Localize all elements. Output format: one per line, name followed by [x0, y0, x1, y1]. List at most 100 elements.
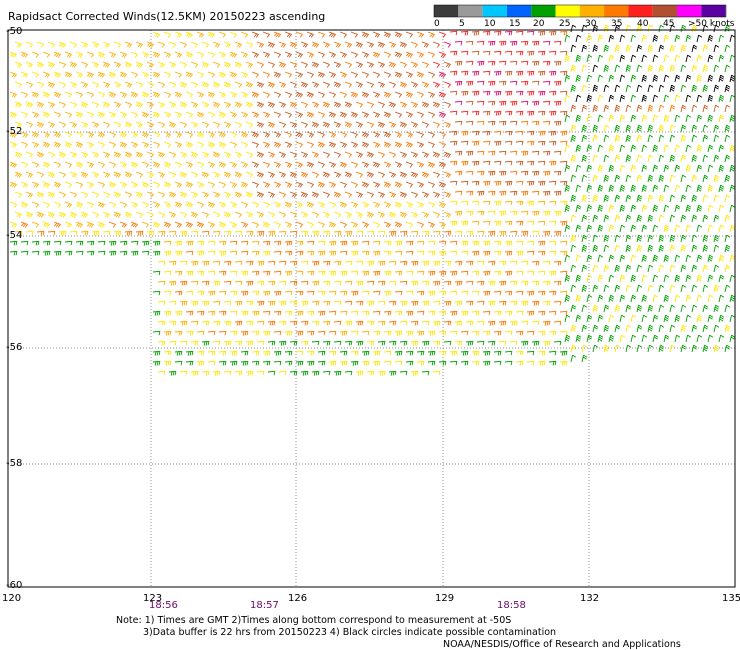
wind-barb	[702, 234, 709, 243]
wind-barb	[157, 191, 165, 198]
wind-barb	[399, 340, 408, 346]
wind-barb	[658, 214, 665, 223]
wind-barb	[487, 230, 496, 236]
wind-barb	[75, 141, 83, 148]
wind-barb	[174, 290, 183, 296]
wind-barb	[394, 161, 402, 168]
wind-barb	[174, 330, 183, 336]
wind-barb	[229, 91, 237, 98]
wind-barb	[113, 151, 121, 158]
wind-barb	[377, 191, 385, 198]
wind-barb	[185, 51, 193, 58]
wind-barb	[223, 121, 231, 128]
wind-barb	[465, 150, 474, 156]
wind-barb	[713, 234, 720, 243]
wind-barb	[229, 31, 237, 38]
wind-barb	[328, 350, 337, 356]
wind-barb	[570, 104, 577, 113]
lat-label-58: -58	[6, 458, 23, 469]
wind-barb	[729, 224, 736, 233]
wind-barb	[47, 211, 55, 218]
wind-barb	[174, 131, 182, 138]
wind-barb	[405, 111, 413, 118]
wind-barb	[119, 250, 128, 256]
wind-barb	[669, 264, 676, 273]
wind-barb	[300, 211, 308, 218]
wind-barb	[119, 51, 127, 58]
wind-barb	[487, 340, 496, 346]
wind-barb	[454, 260, 463, 266]
wind-barb	[135, 230, 144, 236]
wind-barb	[300, 171, 308, 178]
wind-barb	[262, 161, 270, 168]
wind-barb	[223, 300, 232, 306]
wind-barb	[586, 294, 593, 303]
wind-barb	[685, 274, 692, 283]
wind-barb	[691, 214, 698, 223]
wind-barb	[174, 111, 182, 118]
wind-barb	[410, 260, 419, 266]
wind-barb	[58, 121, 66, 128]
wind-barb	[443, 260, 452, 266]
wind-barb	[559, 250, 568, 256]
wind-barb	[163, 51, 171, 58]
wind-barb	[641, 274, 648, 283]
wind-barb	[416, 91, 424, 98]
wind-barb	[432, 211, 440, 218]
lon-label-132: 132	[580, 593, 600, 604]
wind-barb	[498, 170, 507, 176]
wind-barb	[713, 174, 720, 183]
wind-barb	[592, 214, 599, 223]
wind-barb	[383, 350, 392, 356]
wind-barb	[322, 101, 330, 108]
wind-barb	[647, 324, 654, 333]
wind-barb	[64, 240, 73, 246]
wind-barb	[663, 74, 670, 83]
wind-barb	[31, 51, 39, 58]
wind-barb	[702, 84, 709, 93]
wind-barb	[295, 181, 303, 188]
wind-barb	[559, 350, 568, 356]
wind-barb	[581, 124, 588, 133]
wind-barb	[531, 170, 540, 176]
wind-barb	[493, 330, 502, 336]
wind-barb	[377, 171, 385, 178]
wind-barb	[9, 131, 17, 138]
wind-barb	[658, 134, 665, 143]
wind-barb	[317, 31, 325, 38]
wind-barb	[405, 290, 414, 296]
wind-barb	[201, 230, 210, 236]
wind-barb	[564, 74, 571, 83]
wind-barb	[625, 84, 632, 93]
wind-barb	[460, 70, 469, 76]
wind-barb	[669, 344, 676, 353]
wind-barb	[14, 171, 22, 178]
wind-barb	[190, 300, 199, 306]
wind-barb	[179, 191, 187, 198]
wind-barb	[476, 100, 485, 106]
wind-barb	[614, 154, 621, 163]
wind-barb	[548, 70, 557, 76]
wind-barb	[207, 240, 216, 246]
wind-barb	[515, 160, 524, 166]
wind-barb	[80, 151, 88, 158]
wind-barb	[405, 131, 413, 138]
wind-barb	[14, 151, 22, 158]
wind-barb	[663, 254, 670, 263]
wind-barb	[97, 131, 105, 138]
wind-barb	[680, 234, 687, 243]
wind-barb	[581, 84, 588, 93]
legend-swatch	[628, 5, 653, 17]
wind-barb	[163, 201, 171, 208]
wind-barb	[548, 200, 557, 206]
wind-barb	[97, 181, 105, 188]
wind-barb	[328, 270, 337, 276]
wind-barb	[669, 324, 676, 333]
wind-barb	[707, 274, 714, 283]
wind-barb	[707, 114, 714, 123]
wind-barb	[526, 140, 535, 146]
wind-barb	[465, 280, 474, 286]
wind-barb	[454, 340, 463, 346]
wind-barb	[454, 230, 463, 236]
wind-barb	[575, 94, 582, 103]
